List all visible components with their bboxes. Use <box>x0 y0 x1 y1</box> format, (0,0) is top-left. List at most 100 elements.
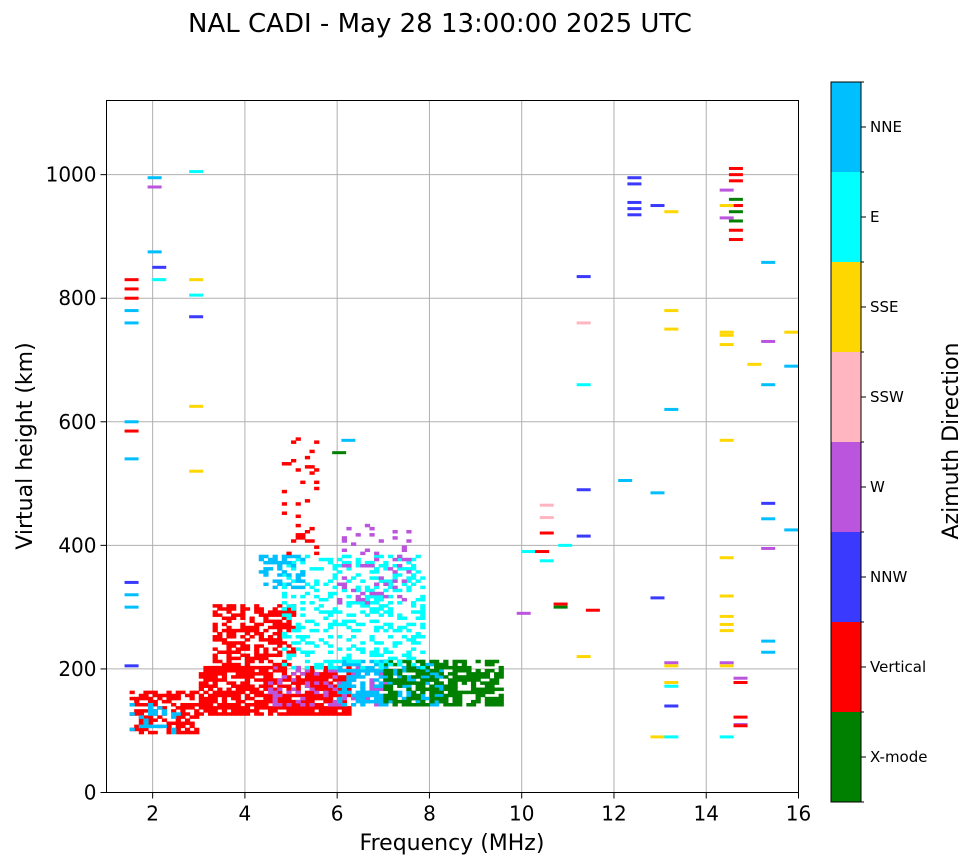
echo-mark <box>341 699 347 704</box>
echo-mark <box>281 665 288 670</box>
echo-mark <box>332 687 338 692</box>
echo-mark <box>267 696 274 701</box>
echo-mark <box>406 628 412 633</box>
echo-mark <box>627 182 642 186</box>
echo-mark <box>295 712 301 716</box>
echo-mark <box>401 582 407 587</box>
echo-mark <box>438 665 444 670</box>
echo-mark <box>728 228 743 232</box>
echo-mark <box>226 656 232 661</box>
echo-mark <box>434 690 440 695</box>
echo-mark <box>171 696 177 701</box>
echo-mark <box>300 650 306 654</box>
echo-mark <box>175 693 181 698</box>
echo-mark <box>258 699 264 704</box>
echo-mark <box>323 690 329 695</box>
echo-mark <box>263 613 269 617</box>
echo-mark <box>397 588 403 593</box>
echo-mark <box>244 703 251 707</box>
echo-mark <box>277 712 283 716</box>
echo-mark <box>364 613 371 617</box>
echo-mark <box>143 696 149 701</box>
echo-mark <box>443 696 449 701</box>
echo-mark <box>327 693 334 698</box>
echo-mark <box>498 665 504 670</box>
echo-mark <box>157 696 163 701</box>
echo-mark <box>217 665 223 670</box>
echo-mark <box>374 557 380 562</box>
echo-mark <box>355 699 361 704</box>
echo-mark <box>420 585 426 590</box>
echo-mark <box>231 641 237 645</box>
echo-mark <box>286 709 292 713</box>
echo-mark <box>309 449 315 454</box>
echo-mark <box>263 665 269 670</box>
echo-mark <box>217 604 223 608</box>
echo-mark <box>203 706 209 710</box>
echo-mark <box>452 662 458 667</box>
echo-mark <box>383 669 389 673</box>
echo-mark <box>406 699 412 704</box>
echo-mark <box>300 533 306 537</box>
echo-mark <box>291 712 297 716</box>
echo-mark <box>327 662 334 667</box>
echo-mark <box>277 604 283 608</box>
echo-mark <box>355 588 361 593</box>
echo-mark <box>438 690 444 695</box>
echo-mark <box>286 678 292 682</box>
echo-mark <box>161 706 168 710</box>
echo-mark <box>217 669 223 673</box>
echo-mark <box>364 588 371 593</box>
echo-mark <box>226 647 232 651</box>
echo-mark <box>157 693 163 698</box>
echo-mark <box>434 681 440 685</box>
echo-mark <box>457 696 463 701</box>
colorbar-tick-label: NNW <box>870 568 907 586</box>
echo-mark <box>138 724 145 729</box>
echo-mark <box>484 690 491 695</box>
echo-mark <box>244 656 251 661</box>
echo-mark <box>231 662 237 667</box>
echo-mark <box>369 693 375 698</box>
echo-mark <box>351 684 357 688</box>
echo-mark <box>397 613 403 617</box>
echo-mark <box>277 681 283 685</box>
echo-mark <box>175 730 181 735</box>
echo-mark <box>355 560 361 565</box>
echo-mark <box>341 675 347 679</box>
echo-mark <box>249 635 255 639</box>
echo-mark <box>277 635 283 639</box>
echo-mark <box>291 693 297 698</box>
echo-mark <box>401 597 407 602</box>
echo-mark <box>327 687 334 692</box>
echo-mark <box>410 557 417 562</box>
echo-mark <box>498 669 504 673</box>
echo-mark <box>484 703 491 707</box>
echo-mark <box>240 709 246 713</box>
echo-mark <box>226 662 232 667</box>
echo-mark <box>148 699 154 704</box>
echo-mark <box>207 703 214 707</box>
echo-mark <box>286 706 292 710</box>
echo-mark <box>221 699 228 704</box>
echo-mark <box>124 278 139 282</box>
echo-mark <box>124 321 139 325</box>
echo-mark <box>277 619 283 624</box>
echo-mark <box>719 664 734 668</box>
echo-mark <box>378 687 384 692</box>
echo-mark <box>383 681 389 685</box>
echo-mark <box>148 706 154 710</box>
echo-mark <box>475 699 481 704</box>
echo-mark <box>341 709 347 713</box>
echo-mark <box>226 681 232 685</box>
echo-mark <box>392 672 398 676</box>
echo-mark <box>341 696 347 701</box>
echo-mark <box>318 681 324 685</box>
echo-mark <box>152 718 158 722</box>
echo-mark <box>383 622 389 627</box>
echo-mark <box>231 604 237 608</box>
colorbar-tick-label: E <box>870 208 879 226</box>
echo-mark <box>337 690 343 695</box>
echo-mark <box>212 638 218 642</box>
